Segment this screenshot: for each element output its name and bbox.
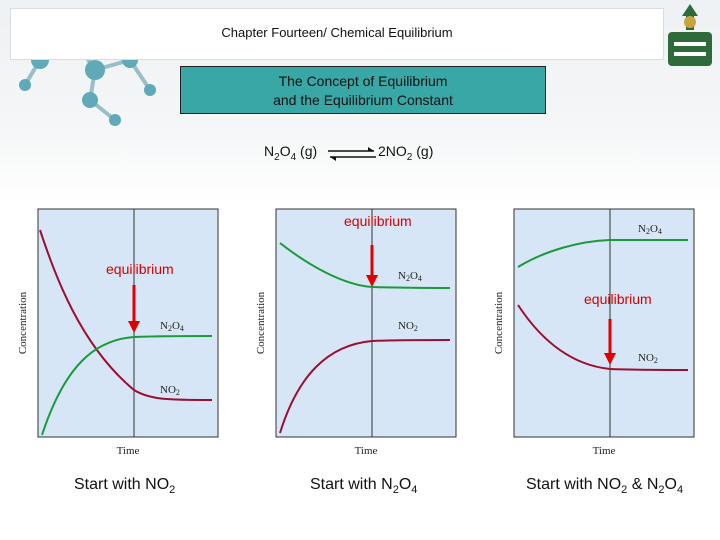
subtitle-box: The Concept of Equilibrium and the Equil… xyxy=(180,66,546,114)
equilibrium-label-3: equilibrium xyxy=(584,291,652,307)
caption-start-n2o4: Start with N2O4 xyxy=(310,476,418,497)
subtitle-line-2: and the Equilibrium Constant xyxy=(273,92,453,108)
caption-start-no2: Start with NO2 xyxy=(74,476,176,497)
university-logo xyxy=(668,4,712,66)
n2o4-curve xyxy=(41,335,213,436)
no2-curve xyxy=(279,339,451,434)
series-label-n2o4: N2O4 xyxy=(638,223,662,236)
equilibrium-arrowhead-icon xyxy=(128,321,140,333)
series-label-n2o4: N2O4 xyxy=(160,320,184,333)
page-header-title: Chapter Fourteen/ Chemical Equilibrium xyxy=(221,25,453,40)
header-bar: Chapter Fourteen/ Chemical Equilibrium xyxy=(10,8,664,60)
equilibrium-arrowhead-icon xyxy=(366,275,378,287)
y-axis-label: Concentration xyxy=(493,291,505,354)
panel-start-no2: N2O4 NO2 Time Concentration xyxy=(10,205,225,455)
x-axis-label: Time xyxy=(593,445,616,455)
caption-start-both: Start with NO2 & N2O4 xyxy=(526,476,684,497)
equilibrium-arrowhead-icon xyxy=(604,353,616,365)
series-label-no2: NO2 xyxy=(638,352,658,365)
equilibrium-label-1: equilibrium xyxy=(106,261,174,277)
x-axis-label: Time xyxy=(355,445,378,455)
series-label-n2o4: N2O4 xyxy=(398,270,422,283)
n2o4-curve xyxy=(279,242,451,289)
x-axis-label: Time xyxy=(117,445,140,455)
plot-area xyxy=(37,208,219,438)
y-axis-label: Concentration xyxy=(17,291,29,354)
panel-start-n2o4: N2O4 NO2 Time Concentration xyxy=(248,205,463,455)
panel-start-both: N2O4 NO2 Time Concentration xyxy=(486,205,701,455)
subtitle-line-1: The Concept of Equilibrium xyxy=(278,73,448,89)
no2-curve xyxy=(517,304,689,371)
series-label-no2: NO2 xyxy=(398,320,418,333)
series-label-no2: NO2 xyxy=(160,384,180,397)
equilibrium-label-2: equilibrium xyxy=(344,213,412,229)
plot-area xyxy=(513,208,695,438)
no2-curve xyxy=(39,229,213,401)
y-axis-label: Concentration xyxy=(255,291,267,354)
n2o4-curve xyxy=(517,239,688,268)
reaction-product: 2NO2 (g) xyxy=(378,143,434,163)
reaction-reactant: N2O4 (g) xyxy=(264,143,318,163)
equilibrium-arrows-icon xyxy=(328,147,376,161)
plot-area xyxy=(275,208,457,438)
